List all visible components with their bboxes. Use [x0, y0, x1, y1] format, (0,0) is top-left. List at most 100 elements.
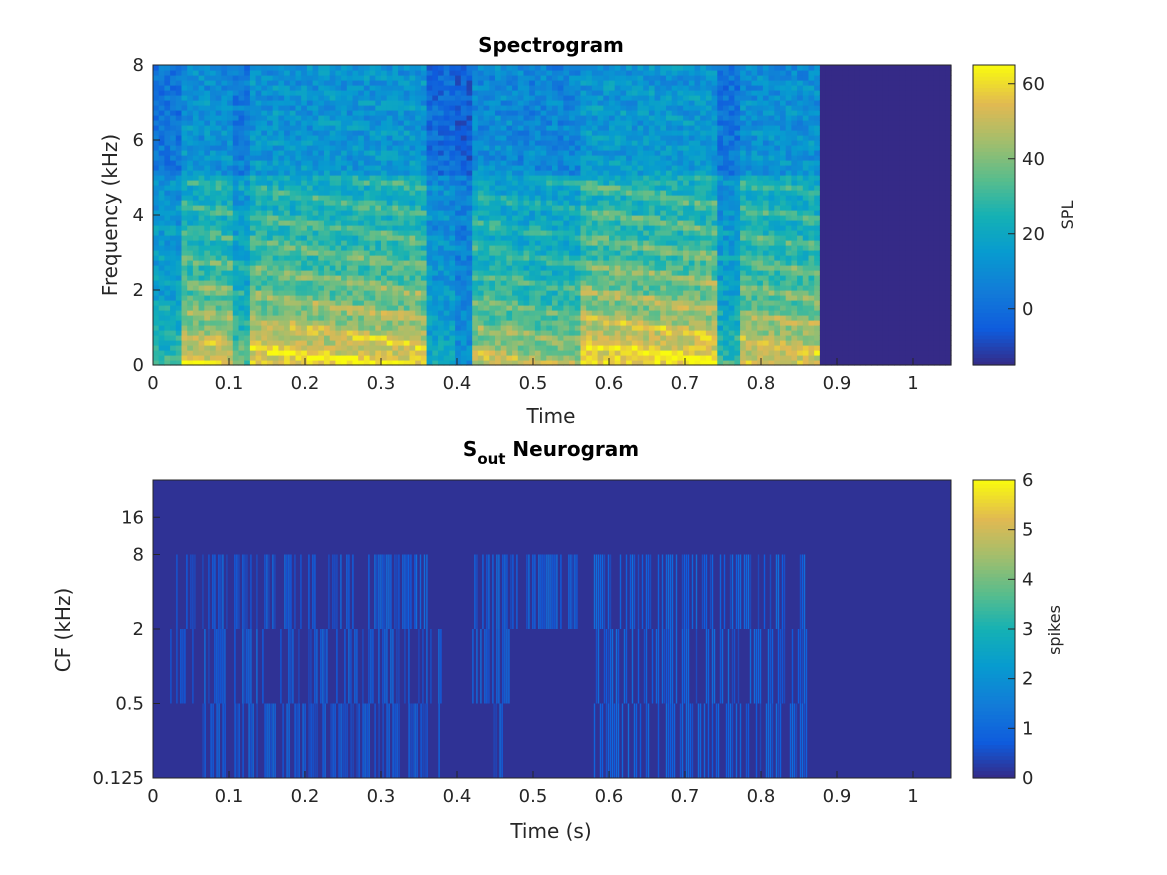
spectrogram-cell — [295, 360, 302, 366]
spectrogram-cell — [175, 360, 183, 366]
spectrogram-cell — [272, 245, 279, 251]
spectrogram-cell — [620, 265, 627, 271]
spectrogram-cell — [289, 70, 297, 76]
spectrogram-cell — [597, 100, 604, 106]
spectrogram-cell — [569, 170, 576, 176]
spectrogram-cell — [455, 135, 462, 141]
spectrogram-cell — [312, 115, 319, 121]
spectrogram-cell — [153, 260, 160, 266]
spectrogram-cell — [620, 170, 627, 176]
spectrogram-cell — [255, 300, 262, 306]
spectrogram-cell — [512, 180, 519, 186]
spectrogram-cell — [455, 280, 462, 286]
spectrogram-cell — [318, 190, 325, 196]
spectrogram-cell — [557, 275, 564, 281]
spectrogram-cell — [472, 305, 479, 311]
spectrogram-cell — [238, 130, 245, 136]
spectrogram-cell — [472, 85, 479, 91]
spectrogram-cell — [552, 180, 559, 186]
spectrogram-cell — [267, 135, 274, 141]
spectrogram-cell — [449, 330, 456, 336]
spectrogram-cell — [563, 125, 570, 131]
spectrogram-cell — [363, 230, 371, 236]
spectrogram-cell — [415, 175, 422, 181]
spectrogram-cell — [591, 270, 599, 276]
spectrogram-cell — [278, 180, 285, 186]
spectrogram-cell — [318, 80, 325, 86]
spectrogram-cell — [472, 340, 479, 346]
spectrogram-cell — [529, 105, 536, 111]
spectrogram-cell — [455, 255, 462, 261]
spectrogram-cell — [255, 355, 262, 361]
spectrogram-cell — [158, 110, 165, 116]
spectrogram-cell — [529, 145, 536, 151]
spectrogram-cell — [614, 185, 621, 191]
spectrogram-cell — [426, 280, 433, 286]
spectrogram-cell — [261, 310, 268, 316]
spectrogram-cell — [295, 335, 302, 341]
spectrogram-cell — [415, 215, 422, 221]
spectrogram-cell — [609, 315, 616, 321]
spectrogram-cell — [187, 195, 194, 201]
spectrogram-cell — [489, 275, 496, 281]
spectrogram-cell — [626, 355, 633, 361]
spectrogram-cell — [267, 295, 274, 301]
spectrogram-cell — [164, 70, 171, 76]
spectrogram-cell — [375, 130, 382, 136]
spectrogram-cell — [415, 120, 422, 126]
spectrogram-cell — [232, 275, 240, 281]
spectrogram-cell — [204, 325, 211, 331]
spectrogram-cell — [381, 360, 388, 366]
spectrogram-cell — [420, 225, 428, 231]
spectrogram-cell — [267, 230, 274, 236]
spectrogram-cell — [415, 360, 422, 366]
spectrogram-cell — [460, 235, 468, 241]
spectrogram-cell — [386, 290, 393, 296]
spectrogram-cell — [238, 240, 245, 246]
spectrogram-cell — [609, 145, 616, 151]
spectrogram-cell — [420, 165, 428, 171]
spectrogram-cell — [181, 345, 188, 351]
spectrogram-cell — [597, 65, 604, 71]
spectrogram-cell — [495, 310, 502, 316]
spectrogram-cell — [335, 280, 342, 286]
spectrogram-cell — [569, 225, 576, 231]
spectrogram-cell — [198, 235, 205, 241]
spectrogram-cell — [597, 145, 604, 151]
spectrogram-cell — [312, 160, 319, 166]
spectrogram-cell — [352, 150, 359, 156]
spectrogram-cell — [375, 350, 382, 356]
spectrogram-cell — [523, 65, 530, 71]
spectrogram-cell — [204, 270, 211, 276]
spectrogram-cell — [329, 130, 336, 136]
spectrogram-cell — [392, 350, 399, 356]
spectrogram-cell — [580, 75, 587, 81]
spectrogram-cell — [552, 350, 559, 356]
spectrogram-cell — [432, 145, 439, 151]
spectrogram-cell — [284, 205, 291, 211]
spectrogram-cell — [306, 200, 314, 206]
spectrogram-cell — [603, 315, 610, 321]
spectrogram-cell — [557, 115, 564, 121]
spectrogram-cell — [329, 80, 336, 86]
spectrogram-cell — [438, 325, 445, 331]
spectrogram-cell — [455, 185, 462, 191]
spectrogram-cell — [517, 65, 525, 71]
spectrogram-cell — [500, 245, 507, 251]
spectrogram-cell — [597, 90, 604, 96]
spectrogram-cell — [312, 130, 319, 136]
spectrogram-cell — [244, 260, 251, 266]
spectrogram-cell — [358, 150, 365, 156]
spectrogram-cell — [517, 175, 525, 181]
spectrogram-cell — [187, 240, 194, 246]
spectrogram-cell — [591, 70, 599, 76]
spectrogram-cell — [552, 330, 559, 336]
spectrogram-cell — [153, 75, 160, 81]
spectrogram-cell — [563, 235, 570, 241]
spectrogram-cell — [153, 270, 160, 276]
spectrogram-cell — [460, 215, 468, 221]
spectrogram-cell — [455, 95, 462, 101]
spectrogram-cell — [449, 125, 456, 131]
spectrogram-cell — [460, 350, 468, 356]
spectrogram-cell — [175, 175, 183, 181]
